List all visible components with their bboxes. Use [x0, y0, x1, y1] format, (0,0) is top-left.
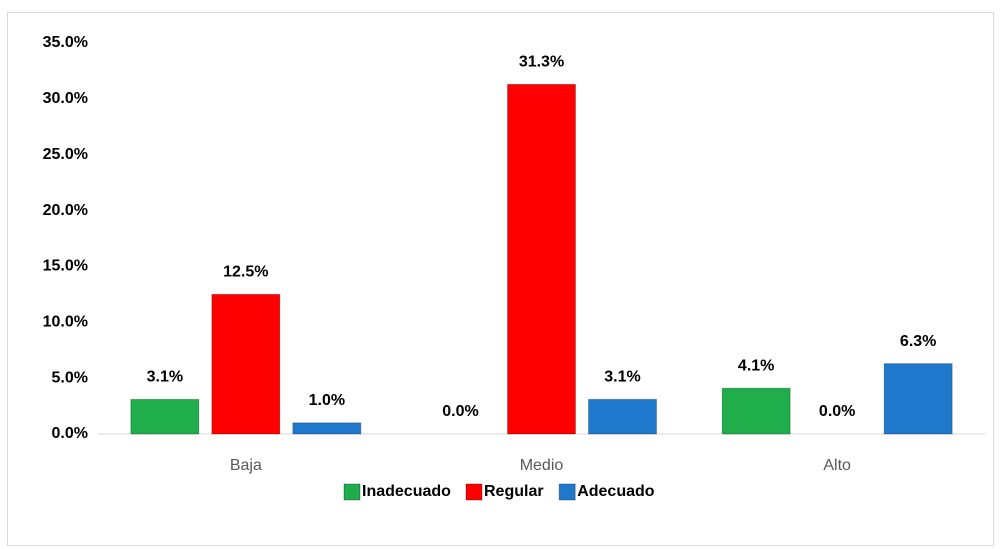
x-tick-label: Baja: [230, 457, 262, 474]
bar: [211, 293, 281, 435]
data-label: 3.1%: [604, 369, 640, 386]
y-tick-label: 35.0%: [43, 34, 88, 51]
data-label: 0.0%: [819, 403, 855, 420]
data-label: 0.0%: [442, 403, 478, 420]
y-tick-label: 0.0%: [52, 425, 88, 442]
legend-swatch: [465, 483, 483, 501]
legend-label: Adecuado: [577, 483, 655, 500]
data-label: 31.3%: [519, 54, 564, 71]
bar: [721, 387, 791, 435]
y-tick-label: 10.0%: [43, 314, 88, 331]
legend-swatch: [558, 483, 576, 501]
y-tick-label: 5.0%: [52, 369, 88, 386]
bar: [883, 363, 953, 435]
bar: [130, 398, 200, 435]
chart-border: [7, 12, 994, 546]
bar: [588, 398, 657, 435]
legend-swatch: [343, 483, 361, 501]
x-tick-label: Medio: [520, 457, 564, 474]
x-tick-label: Alto: [823, 457, 851, 474]
y-tick-label: 30.0%: [43, 90, 88, 107]
y-tick-label: 15.0%: [43, 258, 88, 275]
legend-label: Regular: [484, 483, 544, 500]
y-tick-label: 25.0%: [43, 146, 88, 163]
data-label: 1.0%: [309, 392, 345, 409]
data-label: 12.5%: [223, 264, 268, 281]
data-label: 3.1%: [147, 369, 183, 386]
bar: [292, 422, 362, 435]
data-label: 6.3%: [900, 333, 936, 350]
bar: [507, 83, 576, 435]
data-label: 4.1%: [738, 357, 774, 374]
y-tick-label: 20.0%: [43, 202, 88, 219]
legend-label: Inadecuado: [362, 483, 451, 500]
